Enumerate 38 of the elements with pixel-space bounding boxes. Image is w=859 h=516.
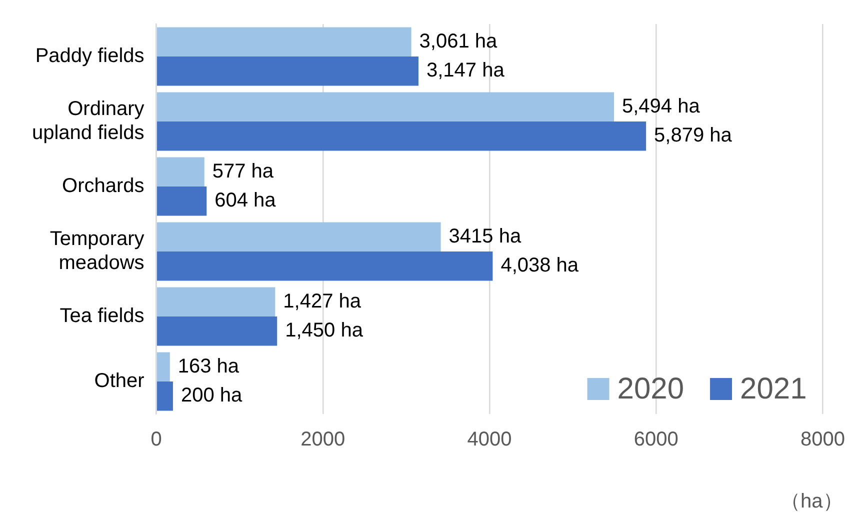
bar [156, 186, 207, 216]
data-label: 163 ha [178, 355, 240, 378]
bar [156, 157, 204, 186]
legend-label: 2021 [740, 372, 807, 406]
bar [156, 382, 173, 411]
data-label: 200 ha [180, 384, 244, 407]
bar [156, 56, 418, 86]
x-tick-label: 6000 [634, 428, 678, 451]
data-label: 577 ha [212, 160, 274, 182]
data-label: 1,450 ha [285, 320, 364, 342]
data-label: 5,879 ha [654, 124, 733, 147]
y-tick-label: Ordinary upland fields [32, 98, 144, 144]
bar [156, 92, 614, 122]
data-label: 5,494 ha [622, 95, 701, 118]
x-tick-label: 2000 [300, 428, 346, 451]
bar [156, 222, 441, 252]
x-axis-title: （ha） [780, 490, 843, 513]
x-tick-label: 4000 [467, 428, 512, 451]
data-label: 4,038 ha [500, 254, 580, 277]
data-label: 3,061 ha [419, 30, 498, 52]
data-label: 3,147 ha [426, 60, 506, 82]
y-tick-label: Tea fields [60, 305, 144, 328]
data-label: 3415 ha [448, 225, 522, 248]
bar [156, 252, 493, 281]
bar [156, 352, 170, 382]
legend-label: 2020 [617, 372, 684, 406]
bar [156, 316, 278, 346]
y-tick-label: Other [94, 370, 145, 392]
x-tick-label: 0 [150, 428, 162, 451]
data-label: 604 ha [214, 190, 277, 212]
bar [156, 287, 276, 316]
y-tick-label: Temporary meadows [50, 228, 144, 274]
data-label: 1,427 ha [283, 290, 362, 312]
x-tick-label: 8000 [800, 428, 846, 451]
bar [156, 122, 646, 151]
y-tick-label: Orchards [62, 175, 144, 198]
bar [156, 27, 412, 56]
y-tick-label: Paddy fields [35, 45, 144, 68]
